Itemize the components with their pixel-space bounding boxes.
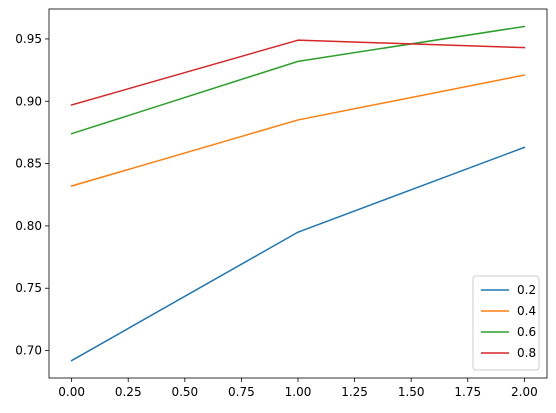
y-tick-label: 0.75 xyxy=(15,281,42,295)
x-tick-label: 0.25 xyxy=(115,385,142,399)
x-tick-label: 1.75 xyxy=(454,385,481,399)
series-line-0.2 xyxy=(70,146,526,362)
y-tick-label: 0.90 xyxy=(15,94,42,108)
y-tick-label: 0.70 xyxy=(15,344,42,358)
x-tick-label: 0.50 xyxy=(171,385,198,399)
x-tick-label: 0.00 xyxy=(58,385,85,399)
legend: 0.2 0.4 0.6 0.8 xyxy=(472,275,540,371)
y-tick-label: 0.85 xyxy=(15,157,42,171)
series-line-0.4 xyxy=(70,74,526,187)
y-tick-label: 0.95 xyxy=(15,32,42,46)
x-tick-label: 1.25 xyxy=(341,385,368,399)
y-tick-label: 0.80 xyxy=(15,219,42,233)
series-layer xyxy=(70,25,526,362)
legend-label: 0.6 xyxy=(517,325,536,339)
x-tick-label: 2.00 xyxy=(511,385,538,399)
x-axis: 0.00 0.25 0.50 0.75 1.00 1.25 1.50 1.75 2.00 xyxy=(58,378,538,399)
series-line-0.8 xyxy=(70,39,526,106)
x-tick-label: 1.00 xyxy=(285,385,312,399)
x-tick-label: 0.75 xyxy=(228,385,255,399)
y-axis: 0.70 0.75 0.80 0.85 0.90 0.95 xyxy=(15,32,49,358)
series-line-0.6 xyxy=(70,25,526,135)
x-tick-label: 1.50 xyxy=(398,385,425,399)
plot-background xyxy=(49,9,547,378)
legend-label: 0.4 xyxy=(517,304,536,318)
legend-label: 0.8 xyxy=(517,346,536,360)
legend-label: 0.2 xyxy=(517,283,536,297)
legend-box xyxy=(472,275,540,371)
